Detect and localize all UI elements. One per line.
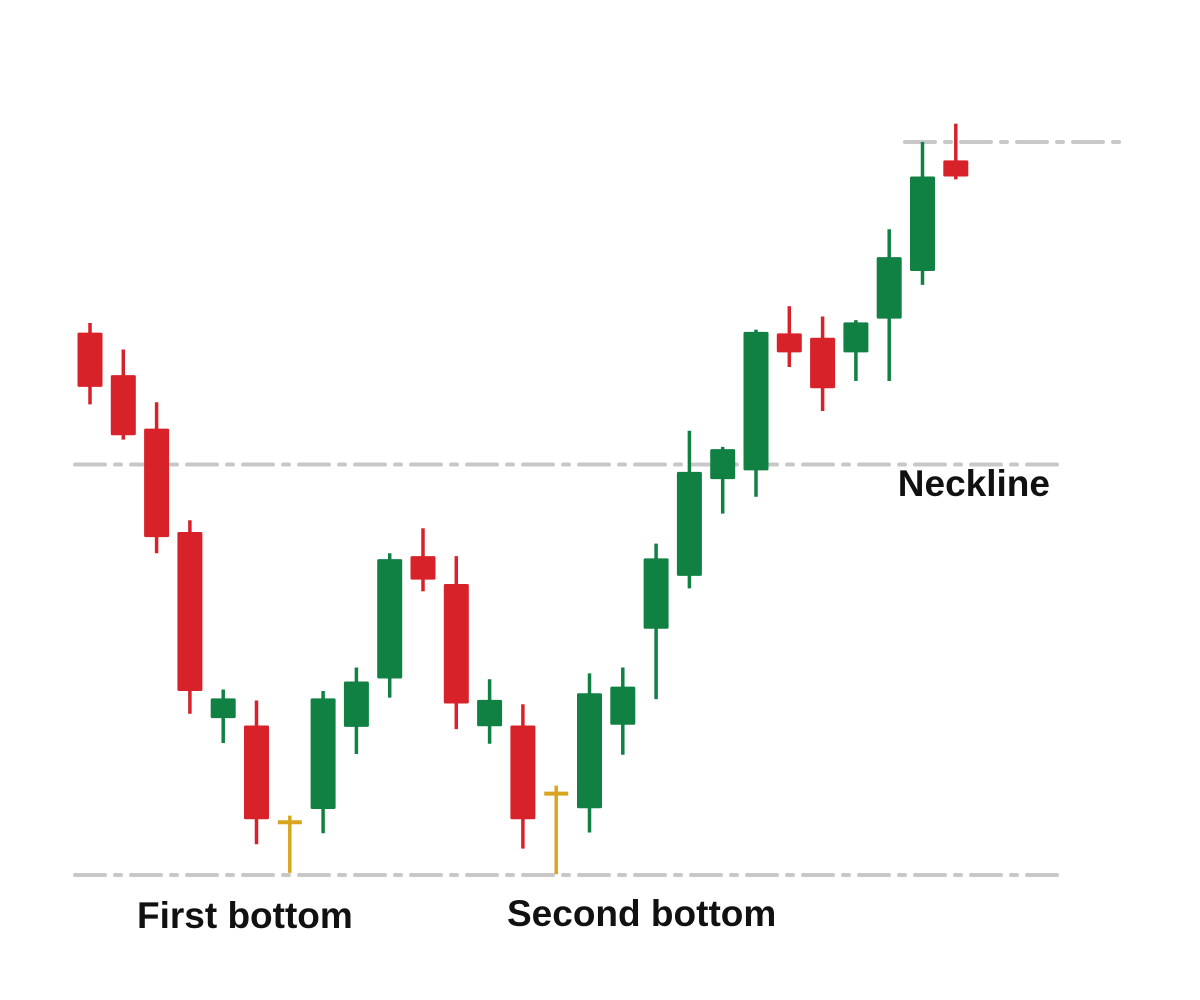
candle: [876, 229, 902, 381]
candle-body: [610, 686, 636, 725]
candle: [177, 520, 203, 714]
candle-body: [343, 681, 369, 727]
candle-body: [676, 471, 702, 576]
candle: [343, 667, 369, 755]
candle: [410, 528, 436, 592]
candle: [144, 402, 170, 554]
candle-body: [810, 337, 836, 389]
candle-body: [843, 322, 869, 353]
candle-body: [210, 698, 236, 719]
candle: [210, 689, 236, 744]
candle: [943, 123, 969, 180]
candle: [110, 349, 136, 440]
candle-body: [410, 556, 436, 580]
candle-body: [643, 558, 669, 629]
candle-body: [577, 693, 602, 809]
candle-body: [710, 449, 736, 480]
candle: [776, 306, 802, 368]
candle: [377, 553, 403, 698]
candle: [277, 815, 302, 873]
candle-body: [776, 333, 802, 353]
candle-body: [443, 583, 469, 704]
neckline-label: Neckline: [898, 463, 1050, 504]
candle-body: [110, 375, 136, 436]
first-bottom-label: First bottom: [137, 895, 353, 936]
candle: [510, 704, 536, 849]
candle-body: [876, 257, 902, 319]
candle-body: [77, 332, 103, 387]
candle-body: [310, 698, 336, 810]
candle: [477, 679, 503, 744]
candle: [843, 320, 869, 381]
candle: [443, 556, 469, 730]
candle: [810, 316, 836, 412]
candle-body: [377, 559, 403, 679]
candle: [577, 673, 602, 833]
candle: [310, 691, 336, 834]
candle-body: [244, 725, 269, 820]
candle-body: [144, 428, 170, 538]
candle: [244, 700, 269, 845]
candles: [77, 123, 969, 875]
candle-body: [943, 160, 969, 177]
candle: [910, 142, 935, 285]
candle: [643, 543, 669, 700]
second-bottom-label: Second bottom: [507, 893, 776, 934]
candle: [77, 323, 103, 405]
candle: [710, 446, 736, 514]
candle-body: [477, 699, 503, 727]
reference-lines: [73, 140, 1127, 877]
candle: [743, 329, 769, 497]
candle: [676, 430, 702, 589]
candle-body: [510, 725, 536, 820]
candle-body: [910, 176, 935, 272]
candle-body: [177, 531, 203, 692]
candle-body: [743, 331, 769, 471]
candle: [610, 667, 636, 755]
candle: [544, 785, 569, 875]
